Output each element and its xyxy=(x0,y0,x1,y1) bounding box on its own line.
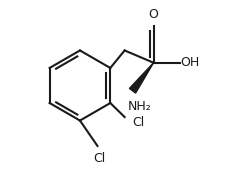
Text: O: O xyxy=(148,8,158,21)
Text: OH: OH xyxy=(180,56,199,69)
Text: Cl: Cl xyxy=(132,116,144,129)
Polygon shape xyxy=(129,63,153,93)
Text: NH₂: NH₂ xyxy=(128,100,151,112)
Text: Cl: Cl xyxy=(93,152,105,165)
